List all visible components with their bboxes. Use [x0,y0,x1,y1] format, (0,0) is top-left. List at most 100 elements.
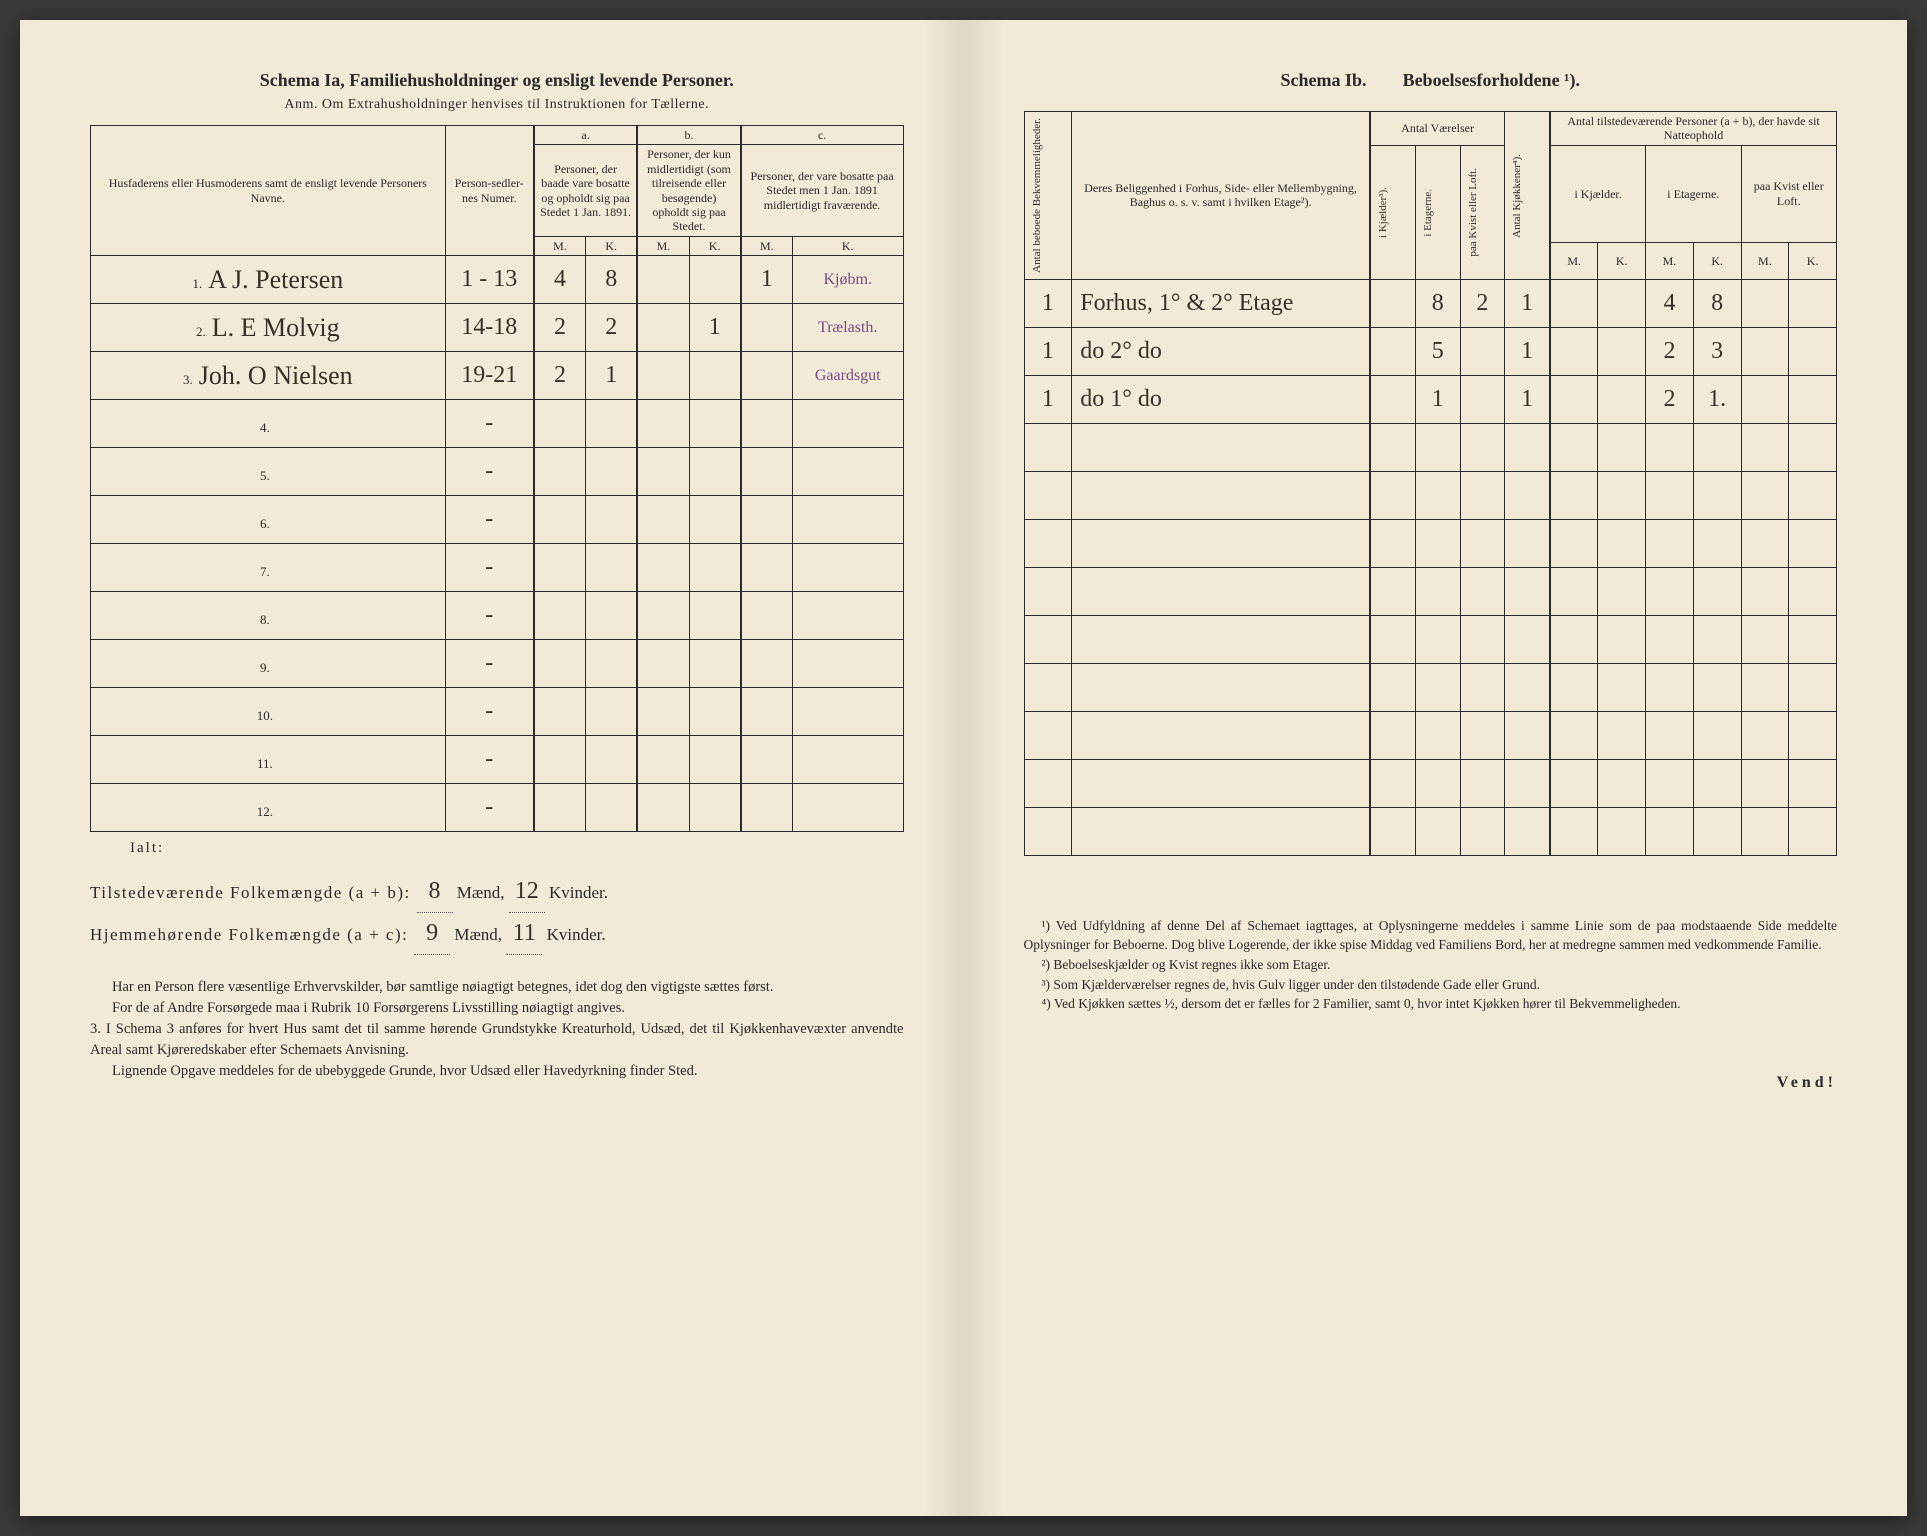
kk-cell: 1 [1505,375,1550,423]
c-m-cell [741,544,793,592]
name-cell: 4. [91,400,446,448]
c-k-cell [792,640,903,688]
iek-cell: 8 [1693,279,1741,327]
ikk-cell [1598,279,1646,327]
a-m-cell [534,736,586,784]
name-cell: 5. [91,448,446,496]
name-cell: 1.A J. Petersen [91,256,446,304]
maend-label: Mænd, [457,883,505,902]
a-k-cell [586,784,638,832]
footnote-p: ³) Som Kjælderværelser regnes de, hvis G… [1024,975,1838,995]
iem-cell [1646,519,1694,567]
hdr-belig: Deres Beliggenhed i Forhus, Side- eller … [1072,112,1370,280]
kj-cell [1370,615,1415,663]
name-cell: 8. [91,592,446,640]
ikm-cell [1550,279,1598,327]
numer-cell: - [445,784,534,832]
bekv-cell [1024,471,1072,519]
kv-cell [1460,327,1505,375]
name-cell: 12. [91,784,446,832]
a-k-cell: 2 [586,304,638,352]
c-k-cell [792,592,903,640]
ikk-cell [1598,423,1646,471]
belig-cell [1072,663,1370,711]
b-m-cell [637,784,689,832]
hdr-c-label: c. [741,126,903,145]
bekv-cell [1024,519,1072,567]
kv-cell [1460,471,1505,519]
pkm-cell [1741,471,1789,519]
iek-cell: 1. [1693,375,1741,423]
name-cell: 3.Joh. O Nielsen [91,352,446,400]
totals-block: Tilstedeværende Folkemængde (a + b): 8 M… [90,871,904,955]
name-cell: 6. [91,496,446,544]
a-m-cell [534,544,586,592]
numer-cell: - [445,496,534,544]
et-cell [1415,423,1460,471]
iek-cell: 3 [1693,327,1741,375]
pkk-cell [1789,711,1837,759]
b-k-cell [689,784,741,832]
a-m-cell [534,784,586,832]
pkk-cell [1789,759,1837,807]
table-row [1024,423,1837,471]
b-k-cell [689,448,741,496]
hdr-kjok: Antal Kjøkkener⁴). [1509,150,1526,242]
numer-cell: - [445,688,534,736]
kj-cell [1370,807,1415,855]
bekv-cell [1024,759,1072,807]
c-k-cell [792,736,903,784]
footnote-p: ²) Beboelseskjælder og Kvist regnes ikke… [1024,955,1838,975]
ikm-cell [1550,519,1598,567]
bekv-cell [1024,615,1072,663]
pkm-cell [1741,807,1789,855]
pkk-cell [1789,663,1837,711]
hdr-ik-m: M. [1550,242,1598,279]
ikm-cell [1550,711,1598,759]
c-k-cell [792,496,903,544]
numer-cell: - [445,640,534,688]
hdr-bekv: Antal beboede Bekvemmeligheder. [1029,114,1046,277]
footnote-p: ⁴) Ved Kjøkken sættes ½, dersom det er f… [1024,994,1838,1014]
kv-cell [1460,759,1505,807]
pkm-cell [1741,375,1789,423]
iem-cell [1646,567,1694,615]
right-page: Schema Ib. Beboelsesforholdene ¹). Antal… [964,20,1908,1516]
table-row: 1Forhus, 1° & 2° Etage82148 [1024,279,1837,327]
ikm-cell [1550,327,1598,375]
pkk-cell [1789,327,1837,375]
hdr-pk-m: M. [1741,242,1789,279]
kk-cell [1505,663,1550,711]
b-m-cell [637,544,689,592]
book-spread: Schema Ia, Familiehusholdninger og ensli… [20,20,1907,1516]
pkm-cell [1741,279,1789,327]
note-p: 3. I Schema 3 anføres for hvert Hus samt… [90,1019,904,1061]
totals-2-k: 11 [506,913,542,955]
kk-cell [1505,423,1550,471]
hdr-c-k: K. [792,236,903,255]
kk-cell [1505,615,1550,663]
numer-cell: - [445,736,534,784]
hdr-antal-vaer: Antal Værelser [1370,112,1505,146]
iek-cell [1693,471,1741,519]
c-m-cell [741,784,793,832]
bekv-cell [1024,711,1072,759]
anm-note: Anm. Om Extrahusholdninger henvises til … [90,97,904,113]
b-m-cell [637,448,689,496]
table-row: 9.- [91,640,904,688]
a-m-cell [534,448,586,496]
hdr-a-text: Personer, der baade vare bosatte og opho… [534,145,637,236]
kk-cell [1505,519,1550,567]
bekv-cell: 1 [1024,327,1072,375]
c-m-cell [741,736,793,784]
bekv-cell [1024,663,1072,711]
table-row: 8.- [91,592,904,640]
iek-cell [1693,711,1741,759]
c-m-cell [741,688,793,736]
kj-cell [1370,327,1415,375]
c-m-cell: 1 [741,256,793,304]
iem-cell [1646,423,1694,471]
kk-cell [1505,471,1550,519]
pkm-cell [1741,519,1789,567]
name-cell: 10. [91,688,446,736]
